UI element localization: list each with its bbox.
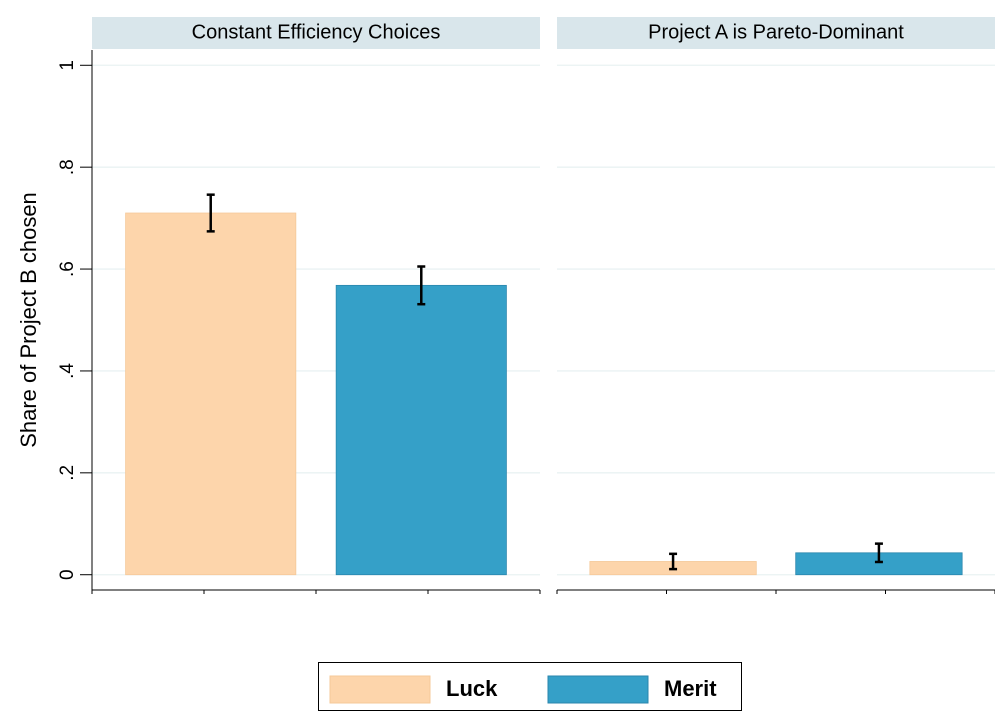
- y-tick-label: .4: [57, 363, 78, 379]
- y-tick-label: .8: [57, 159, 78, 175]
- bar: [335, 284, 507, 576]
- strip: [92, 17, 540, 49]
- legend-swatch: [329, 675, 431, 704]
- y-tick-label: .2: [57, 465, 78, 481]
- legend-label: Luck: [446, 676, 498, 701]
- error-bar: [206, 193, 215, 233]
- y-tick-label: 0: [57, 569, 78, 580]
- error-bar: [874, 542, 883, 564]
- error-bar: [417, 265, 426, 306]
- panel-title: Constant Efficiency Choices: [192, 21, 441, 43]
- legend-label: Merit: [664, 676, 717, 701]
- bar: [125, 212, 297, 576]
- y-tick-label: 1: [57, 60, 78, 71]
- error-bar: [669, 552, 678, 571]
- strip: [557, 17, 995, 49]
- legend-swatch: [547, 675, 649, 704]
- y-tick-label: .6: [57, 261, 78, 277]
- y-axis-label: Share of Project B chosen: [16, 192, 41, 448]
- panel-title: Project A is Pareto-Dominant: [648, 21, 904, 43]
